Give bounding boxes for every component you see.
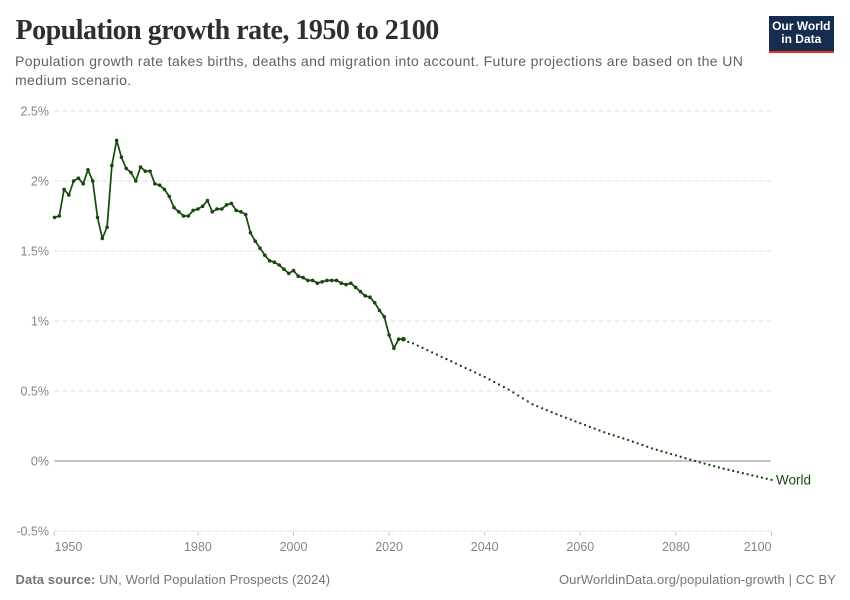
svg-text:2020: 2020 [375,540,403,554]
svg-text:2.5%: 2.5% [21,104,50,118]
svg-text:2080: 2080 [662,540,690,554]
svg-text:2100: 2100 [744,540,772,554]
svg-text:-0.5%: -0.5% [16,524,49,538]
svg-text:1%: 1% [31,314,49,328]
svg-text:1980: 1980 [184,540,212,554]
svg-text:2060: 2060 [566,540,594,554]
svg-text:0%: 0% [31,454,49,468]
svg-text:1.5%: 1.5% [21,244,50,258]
svg-text:1950: 1950 [55,540,83,554]
svg-text:2000: 2000 [280,540,308,554]
svg-text:World: World [776,473,811,488]
svg-text:0.5%: 0.5% [21,384,50,398]
svg-text:2040: 2040 [471,540,499,554]
svg-text:2%: 2% [31,174,49,188]
